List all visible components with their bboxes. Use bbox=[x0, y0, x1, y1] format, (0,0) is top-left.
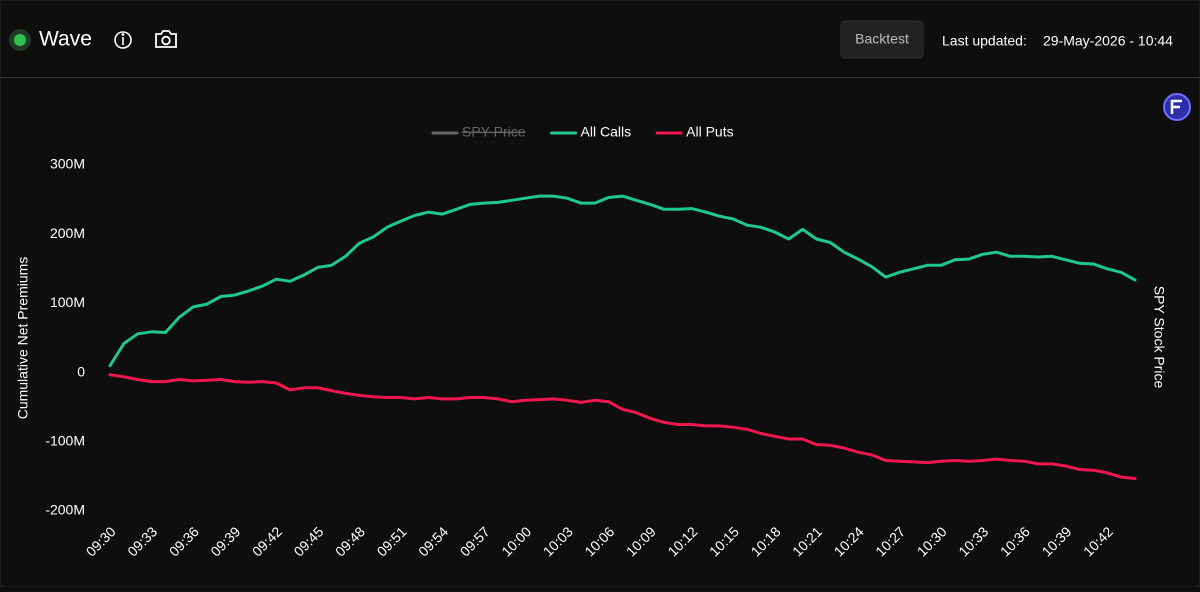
backtest-button[interactable] bbox=[840, 20, 924, 59]
app-title: Wave bbox=[39, 28, 92, 51]
y-tick-label: 200M bbox=[50, 225, 85, 241]
backtest-label[interactable]: Backtest bbox=[855, 31, 909, 47]
legend-label[interactable]: All Puts bbox=[686, 124, 733, 140]
legend-label[interactable]: SPY Price bbox=[462, 124, 526, 140]
legend-label[interactable]: All Calls bbox=[581, 124, 632, 140]
info-icon[interactable] bbox=[114, 31, 132, 49]
last-updated-label: Last updated: bbox=[942, 33, 1027, 49]
last-updated-value: 29-May-2026 - 10:44 bbox=[1043, 33, 1173, 49]
status-dot bbox=[14, 34, 26, 46]
y-tick-label: -200M bbox=[45, 502, 85, 518]
y-tick-label: 0 bbox=[77, 363, 85, 379]
y-axis-title: Cumulative Net Premiums bbox=[15, 257, 31, 420]
y2-axis-title: SPY Stock Price bbox=[1151, 286, 1167, 389]
y-tick-label: 100M bbox=[50, 294, 85, 310]
brand-logo[interactable] bbox=[1163, 93, 1191, 121]
series-line bbox=[108, 373, 1137, 480]
y-tick-label: -100M bbox=[45, 433, 85, 449]
series-line bbox=[108, 194, 1137, 368]
y-tick-label: 300M bbox=[50, 156, 85, 172]
camera-icon[interactable] bbox=[155, 30, 177, 48]
